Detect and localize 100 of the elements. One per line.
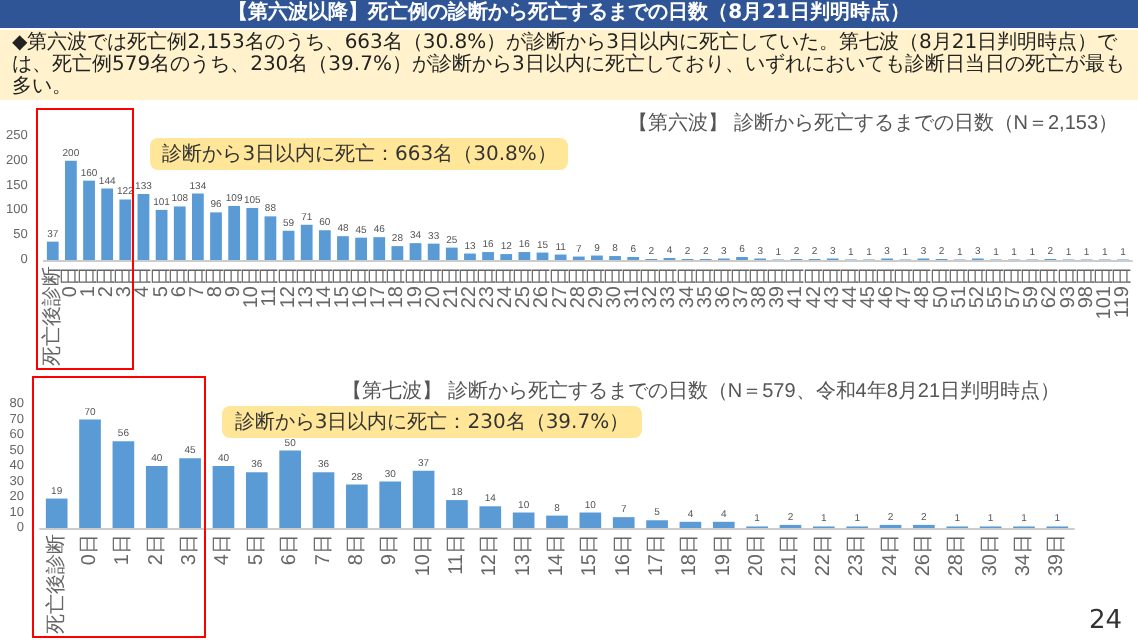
x-tick-label: 15日 bbox=[331, 266, 354, 309]
bar bbox=[300, 224, 313, 260]
x-tick-label: 0日 bbox=[59, 266, 82, 298]
annotation: 診断から3日以内に死亡：230名（39.7%） bbox=[222, 406, 642, 438]
x-tick-label: 11日 bbox=[445, 534, 468, 575]
x-tick-label: 17日 bbox=[646, 534, 669, 577]
bar bbox=[155, 209, 168, 260]
x-tick-label: 12日 bbox=[479, 534, 502, 577]
bar bbox=[646, 520, 668, 528]
bar bbox=[65, 160, 77, 260]
chart-title: 【第七波】 診断から死亡するまでの日数（N＝579、令和4年8月21日判明時点） bbox=[342, 379, 1061, 403]
x-tick-label: 28日 bbox=[567, 266, 590, 309]
bar bbox=[500, 254, 513, 260]
bar bbox=[379, 481, 402, 528]
x-tick-label: 48日 bbox=[912, 266, 935, 309]
bar bbox=[245, 472, 268, 528]
bar bbox=[79, 419, 101, 528]
bar bbox=[282, 230, 295, 260]
x-tick-label: 44日 bbox=[839, 266, 862, 309]
bar bbox=[210, 212, 222, 260]
bar bbox=[579, 512, 602, 528]
bar bbox=[279, 450, 301, 528]
x-tick-label: 18日 bbox=[679, 534, 702, 577]
x-tick-label: 36日 bbox=[712, 266, 735, 309]
x-tick-label: 6日 bbox=[168, 266, 191, 298]
x-tick-label: 9日 bbox=[379, 534, 402, 566]
x-tick-label: 22日 bbox=[812, 534, 835, 577]
x-tick-label: 55日 bbox=[984, 266, 1007, 309]
bar bbox=[337, 236, 349, 260]
bar bbox=[101, 188, 114, 260]
bar bbox=[246, 207, 259, 260]
x-tick-label: 52日 bbox=[966, 266, 989, 309]
bar bbox=[191, 193, 204, 260]
bar bbox=[482, 252, 494, 260]
x-tick-label: 20日 bbox=[746, 534, 769, 577]
bar bbox=[112, 441, 135, 528]
x-tick-label: 5日 bbox=[150, 266, 173, 298]
bar bbox=[46, 241, 59, 260]
x-tick-label: 11日 bbox=[259, 266, 282, 307]
bar bbox=[45, 498, 68, 528]
x-tick-label: 41日 bbox=[785, 266, 808, 309]
x-tick-label: 50日 bbox=[930, 266, 953, 309]
x-tick-label: 21日 bbox=[779, 534, 802, 577]
x-tick-label: 39日 bbox=[1046, 534, 1069, 577]
x-tick-label: 19日 bbox=[712, 534, 735, 577]
x-tick-label: 34日 bbox=[676, 266, 699, 309]
bar bbox=[83, 180, 95, 260]
bar bbox=[409, 243, 422, 260]
x-tick-label: 51日 bbox=[948, 266, 971, 309]
x-tick-label: 22日 bbox=[458, 266, 481, 309]
x-tick-label: 8日 bbox=[345, 534, 368, 566]
x-tick-label: 14日 bbox=[546, 534, 568, 577]
bar bbox=[546, 515, 568, 528]
x-tick-label: 3日 bbox=[114, 266, 137, 298]
bar bbox=[179, 458, 201, 528]
text: ◆第六波では死亡例2,153名のうち、663名（30.8%）が診断から3日以内に死亡していた。第七波（8月21日判明時点）では、死亡例579名のうち、230名（39.7%）が診断から3日以内に死亡しており、いずれにおいても診断日当日の死亡が最も多い。 bbox=[0, 30, 1138, 100]
bar bbox=[412, 470, 435, 528]
text: 24 bbox=[1088, 606, 1122, 636]
bar bbox=[679, 521, 702, 528]
bar bbox=[228, 205, 241, 260]
bar bbox=[612, 517, 635, 528]
x-tick-label: 7日 bbox=[312, 534, 335, 566]
x-tick-label: 42日 bbox=[803, 266, 826, 309]
x-tick-label: 45日 bbox=[857, 266, 880, 309]
bar bbox=[346, 484, 368, 528]
x-tick-label: 13日 bbox=[512, 534, 535, 577]
x-tick-label: 5日 bbox=[245, 534, 268, 566]
x-tick-label: 26日 bbox=[531, 266, 554, 309]
x-tick-label: 6日 bbox=[279, 534, 302, 566]
bar bbox=[373, 237, 386, 260]
bar bbox=[355, 237, 368, 260]
bar bbox=[312, 472, 335, 528]
x-tick-label: 30日 bbox=[979, 534, 1002, 577]
x-tick-label: 35日 bbox=[694, 266, 717, 309]
text: 【第六波以降】死亡例の診断から死亡するまでの日数（8月21日判明時点） bbox=[0, 0, 1138, 28]
x-tick-label: 16日 bbox=[612, 534, 635, 577]
bar bbox=[427, 243, 440, 260]
x-tick-label: 34日 bbox=[1012, 534, 1035, 577]
bar bbox=[446, 500, 468, 528]
x-tick-label: 98日 bbox=[1075, 266, 1098, 309]
x-tick-label: 28日 bbox=[946, 534, 969, 577]
x-tick-label: 1日 bbox=[112, 534, 135, 566]
x-tick-label: 2日 bbox=[145, 534, 168, 566]
x-tick-label: 7日 bbox=[186, 266, 209, 298]
bar bbox=[318, 230, 331, 260]
bar bbox=[391, 246, 404, 260]
x-tick-label: 27日 bbox=[549, 266, 572, 309]
bar bbox=[479, 506, 502, 528]
bar bbox=[137, 194, 150, 260]
bar bbox=[212, 466, 235, 528]
x-tick-label: 119日 bbox=[1111, 266, 1134, 318]
x-tick-label: 26日 bbox=[912, 534, 935, 577]
bar bbox=[512, 512, 535, 528]
bar bbox=[518, 252, 531, 260]
x-tick-label: 24日 bbox=[879, 534, 902, 577]
x-tick-label: 101日 bbox=[1093, 266, 1116, 320]
x-tick-label: 死亡後診断 bbox=[43, 534, 68, 634]
x-tick-label: 13日 bbox=[295, 266, 318, 309]
chart-title: 【第六波】 診断から死亡するまでの日数（N＝2,153） bbox=[627, 111, 1119, 135]
x-tick-label: 0日 bbox=[79, 534, 102, 566]
